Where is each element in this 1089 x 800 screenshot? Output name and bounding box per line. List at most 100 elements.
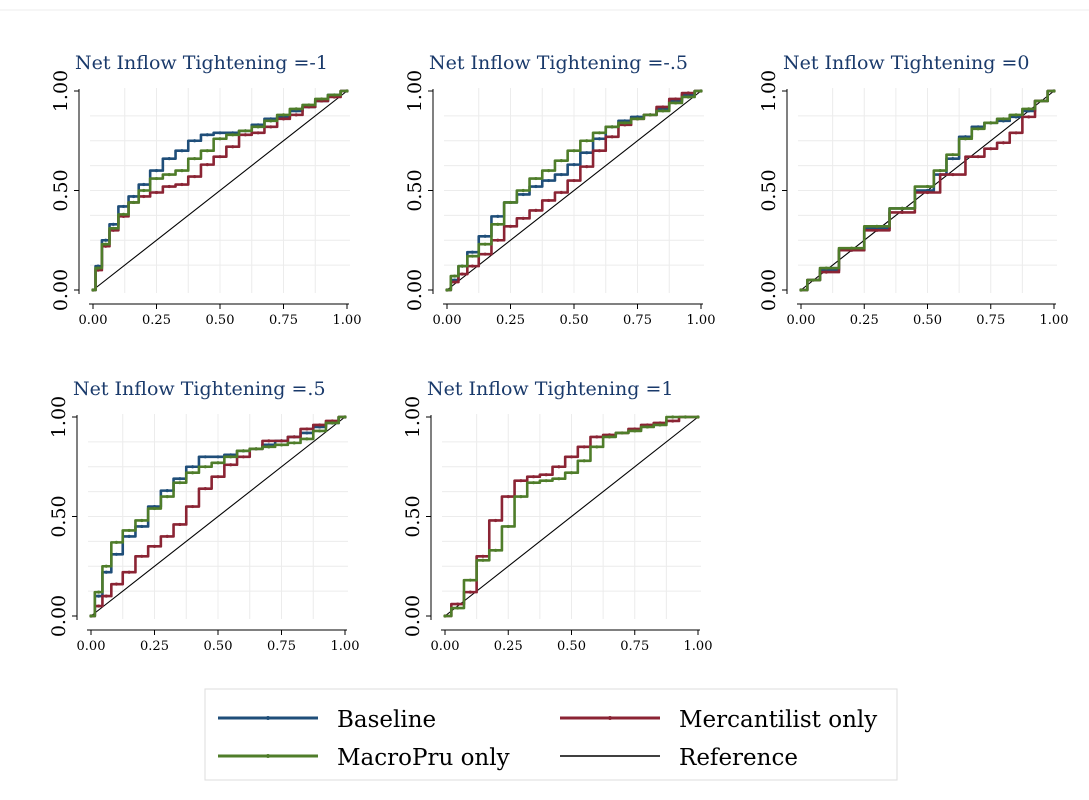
data-point-macropru-only: [456, 606, 460, 610]
data-point-macropru-only: [696, 415, 700, 419]
data-point-baseline: [167, 157, 171, 161]
data-point-mercantilist-only: [572, 178, 576, 183]
x-tick-label: 0.50: [204, 639, 233, 654]
data-point-macropru-only: [470, 254, 474, 258]
legend-marker: [266, 716, 270, 720]
data-point-mercantilist-only: [544, 473, 548, 477]
panels-layer: Net Inflow Tightening =-1 0.00 0.25 0.50 0.7…: [48, 52, 1068, 654]
legend-marker: [266, 754, 270, 758]
data-point-mercantilist-only: [281, 117, 286, 121]
x-tick-label: 0.50: [913, 313, 942, 328]
data-point-baseline: [165, 489, 169, 493]
data-point-mercantilist-only: [989, 147, 993, 151]
data-point-macropru-only: [1014, 113, 1018, 117]
y-tick-label: 0.00: [50, 269, 72, 311]
x-tick-label: 0.25: [850, 313, 879, 328]
data-point-mercantilist-only: [142, 194, 146, 199]
data-point-macropru-only: [269, 119, 273, 123]
y-tick-label: 0.50: [402, 495, 424, 537]
data-point-mercantilist-only: [674, 97, 678, 101]
data-point-macropru-only: [875, 224, 879, 228]
data-point-macropru-only: [345, 89, 349, 93]
legend-label: Mercantilist only: [679, 707, 877, 733]
data-point-mercantilist-only: [595, 435, 599, 439]
y-tick-label: 0.00: [48, 595, 70, 637]
data-point-macropru-only: [281, 113, 286, 117]
data-point-macropru-only: [121, 212, 126, 216]
data-point-macropru-only: [203, 465, 207, 469]
data-point-mercantilist-only: [305, 427, 309, 431]
data-point-macropru-only: [534, 176, 538, 181]
data-point-macropru-only: [506, 524, 510, 529]
y-tick-label: 0.50: [50, 169, 72, 211]
panel-title: Net Inflow Tightening =0: [783, 52, 1030, 74]
data-point-baseline: [191, 465, 195, 469]
series-line-macropru-only: [445, 415, 698, 618]
data-point-mercantilist-only: [229, 463, 233, 467]
data-point-mercantilist-only: [521, 216, 525, 220]
data-point-macropru-only: [671, 415, 675, 419]
data-point-macropru-only: [97, 590, 101, 594]
data-point-baseline: [521, 192, 525, 197]
legend-entry-baseline: Baseline: [218, 707, 436, 733]
series-line-reference: [446, 90, 702, 291]
data-point-macropru-only: [132, 200, 136, 205]
data-point-baseline: [534, 184, 538, 189]
data-point-mercantilist-only: [824, 270, 828, 274]
data-point-macropru-only: [824, 266, 828, 270]
data-point-macropru-only: [445, 288, 449, 292]
y-tick-label: 0.50: [758, 169, 780, 211]
data-point-mercantilist-only: [686, 91, 690, 95]
data-point-macropru-only: [279, 443, 284, 447]
data-point-mercantilist-only: [547, 198, 551, 203]
data-point-macropru-only: [241, 449, 245, 453]
x-tick-label: 0.50: [560, 313, 589, 328]
data-point-macropru-only: [91, 288, 95, 292]
y-tick-label: 0.00: [758, 269, 780, 311]
data-point-mercantilist-only: [519, 479, 523, 483]
y-tick-label: 1.00: [404, 70, 426, 112]
data-point-macropru-only: [96, 266, 100, 270]
data-point-baseline: [547, 178, 551, 183]
data-point-macropru-only: [557, 477, 561, 481]
x-tick-label: 0.00: [79, 313, 108, 328]
data-point-mercantilist-only: [456, 602, 460, 606]
legend-label: MacroPru only: [337, 745, 510, 771]
panel-4: Net Inflow Tightening =.5 0.00 0.25 0.50 0.7…: [48, 378, 359, 654]
x-tick-label: 0.25: [140, 639, 169, 654]
data-point-baseline: [597, 137, 602, 141]
data-point-macropru-only: [193, 157, 197, 161]
data-point-mercantilist-only: [661, 105, 665, 109]
data-point-macropru-only: [218, 137, 222, 141]
data-point-mercantilist-only: [470, 264, 474, 268]
data-point-macropru-only: [307, 103, 311, 107]
legend: Baseline Mercantilist only MacroPru only Re…: [204, 688, 898, 781]
data-point-macropru-only: [104, 242, 108, 246]
data-point-macropru-only: [519, 495, 523, 499]
data-point-macropru-only: [216, 461, 220, 465]
panel-title: Net Inflow Tightening =.5: [73, 378, 326, 400]
data-point-macropru-only: [569, 471, 574, 475]
data-point-mercantilist-only: [165, 534, 169, 539]
data-point-macropru-only: [254, 447, 258, 451]
data-point-mercantilist-only: [531, 475, 536, 479]
data-point-macropru-only: [648, 113, 652, 117]
data-point-macropru-only: [661, 109, 665, 113]
data-point-baseline: [142, 182, 146, 187]
data-point-macropru-only: [585, 139, 589, 143]
data-point-macropru-only: [951, 153, 955, 157]
x-tick-label: 0.50: [206, 313, 235, 328]
data-point-mercantilist-only: [925, 190, 930, 195]
data-point-macropru-only: [167, 172, 171, 177]
data-point-macropru-only: [460, 264, 464, 268]
data-point-macropru-only: [633, 429, 637, 433]
data-point-mercantilist-only: [1027, 115, 1031, 119]
data-point-macropru-only: [343, 415, 347, 419]
data-point-mercantilist-only: [597, 149, 602, 153]
data-point-mercantilist-only: [900, 210, 904, 214]
data-point-mercantilist-only: [875, 228, 879, 232]
data-point-macropru-only: [623, 121, 627, 125]
data-point-macropru-only: [1027, 107, 1031, 111]
panel-title: Net Inflow Tightening =-.5: [429, 52, 688, 74]
